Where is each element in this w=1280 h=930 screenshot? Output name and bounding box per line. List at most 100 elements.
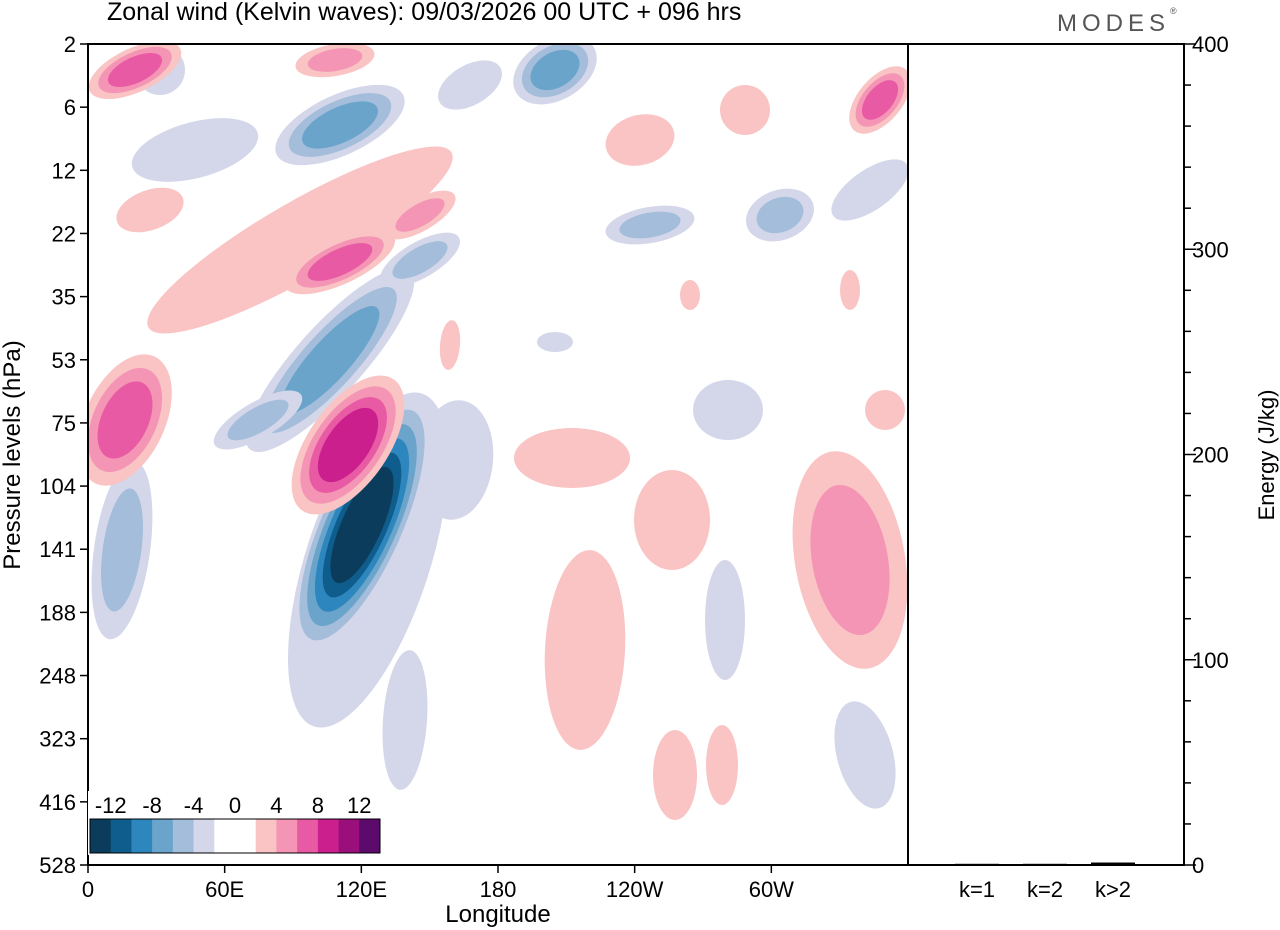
contour-level [307, 243, 373, 281]
colorbar-label: 8 [312, 793, 324, 818]
contour-level [317, 407, 379, 483]
energy-tick-label: 300 [1192, 237, 1229, 262]
longitude-tick-label: 120E [336, 877, 387, 902]
pressure-tick-label: 528 [39, 853, 76, 878]
contour-level [116, 187, 184, 233]
pressure-tick-label: 104 [39, 474, 76, 499]
contour-level [634, 470, 710, 570]
contour-level [416, 400, 494, 520]
brand-text: MODES [1057, 10, 1171, 37]
energy-category-label: k=1 [959, 877, 995, 902]
colorbar-swatch [152, 819, 174, 853]
contour-level [330, 466, 394, 584]
longitude-tick-label: 180 [480, 877, 517, 902]
contour-level [307, 48, 363, 72]
colorbar-label: 4 [270, 793, 282, 818]
pressure-tick-label: 12 [52, 158, 76, 183]
contour-level [537, 332, 573, 352]
pressure-tick-label: 248 [39, 664, 76, 689]
contour-level [705, 560, 745, 680]
energy-bars [955, 862, 1135, 865]
energy-bar [955, 863, 999, 865]
brand-registered-mark: ® [1170, 6, 1177, 16]
contour-level [831, 159, 908, 221]
pressure-tick-label: 2 [64, 32, 76, 57]
contour-level [107, 52, 163, 88]
contour-level [756, 196, 804, 234]
contour-level [514, 428, 630, 488]
longitude-tick-label: 60W [749, 877, 794, 902]
longitude-axis: 0 60E 120E 180 120W 60W [82, 865, 794, 902]
energy-category-label: k=2 [1027, 877, 1063, 902]
contour-level [131, 118, 259, 182]
colorbar-frame [89, 818, 381, 854]
pressure-tick-label: 35 [52, 285, 76, 310]
contour-field [88, 44, 908, 820]
contour-level [653, 730, 697, 820]
pressure-tick-label: 53 [52, 348, 76, 373]
colorbar: -12 -8 -4 0 4 8 12 [88, 791, 382, 855]
energy-categories: k=1 k=2 k>2 [959, 877, 1131, 902]
energy-tick-label: 0 [1192, 853, 1204, 878]
energy-axis: 0 100 200 300 400 [1184, 32, 1229, 878]
brand-logo: MODES® [1057, 6, 1177, 38]
contour-level [97, 381, 153, 459]
contour-level [680, 280, 700, 310]
contour-level [395, 198, 445, 232]
colorbar-swatch [235, 819, 257, 853]
colorbar-swatch [297, 819, 319, 853]
contour-level [302, 101, 378, 149]
longitude-tick-label: 0 [82, 877, 94, 902]
contour-level [227, 399, 289, 441]
pressure-axis: 2 6 12 22 35 53 75 104 141 188 248 323 416 528 [39, 32, 88, 878]
colorbar-label: 12 [347, 793, 371, 818]
colorbar-swatch [193, 819, 215, 853]
contour-level [382, 650, 428, 790]
contour-level [530, 49, 580, 91]
x-axis-title: Longitude [445, 901, 550, 928]
colorbar-label: -8 [142, 793, 162, 818]
contour-level [544, 550, 626, 750]
contour-level [840, 270, 860, 310]
colorbar-swatch [317, 819, 340, 853]
colorbar-swatch [338, 819, 360, 853]
longitude-tick-label: 120W [606, 877, 664, 902]
energy-category-label: k>2 [1095, 877, 1131, 902]
contour-level [439, 320, 461, 370]
energy-frame [907, 43, 1185, 866]
colorbar-swatch [131, 819, 153, 853]
contour-level [438, 60, 502, 110]
contour-level [605, 114, 675, 166]
pressure-tick-label: 188 [39, 600, 76, 625]
pressure-tick-label: 416 [39, 790, 76, 815]
energy-bar [1023, 863, 1067, 865]
colorbar-swatch [276, 819, 298, 853]
contour-level [834, 701, 896, 809]
contour-level [706, 725, 738, 805]
pressure-tick-label: 75 [52, 411, 76, 436]
pressure-tick-label: 6 [64, 95, 76, 120]
pressure-tick-label: 323 [39, 727, 76, 752]
colorbar-swatch [90, 819, 112, 853]
contour-level [861, 80, 899, 120]
colorbar-label: -12 [95, 793, 127, 818]
contour-level [865, 390, 905, 430]
contour-level [280, 306, 380, 414]
contour-level [147, 146, 453, 334]
colorbar-label: 0 [229, 793, 241, 818]
pressure-tick-label: 141 [39, 537, 76, 562]
colorbar-swatch [172, 819, 195, 853]
colorbar-label: -4 [184, 793, 204, 818]
longitude-tick-label: 60E [205, 877, 244, 902]
energy-tick-label: 100 [1192, 648, 1229, 673]
y-axis-title: Pressure levels (hPa) [0, 340, 26, 569]
contour-level [101, 488, 143, 612]
pressure-tick-label: 22 [52, 221, 76, 246]
contour-level [720, 85, 770, 135]
energy-axis-title: Energy (J/kg) [1254, 390, 1279, 521]
page-title: Zonal wind (Kelvin waves): 09/03/2026 00… [107, 0, 742, 26]
contour-level [693, 380, 763, 440]
energy-bar [1091, 862, 1135, 865]
colorbar-swatch [214, 819, 236, 853]
